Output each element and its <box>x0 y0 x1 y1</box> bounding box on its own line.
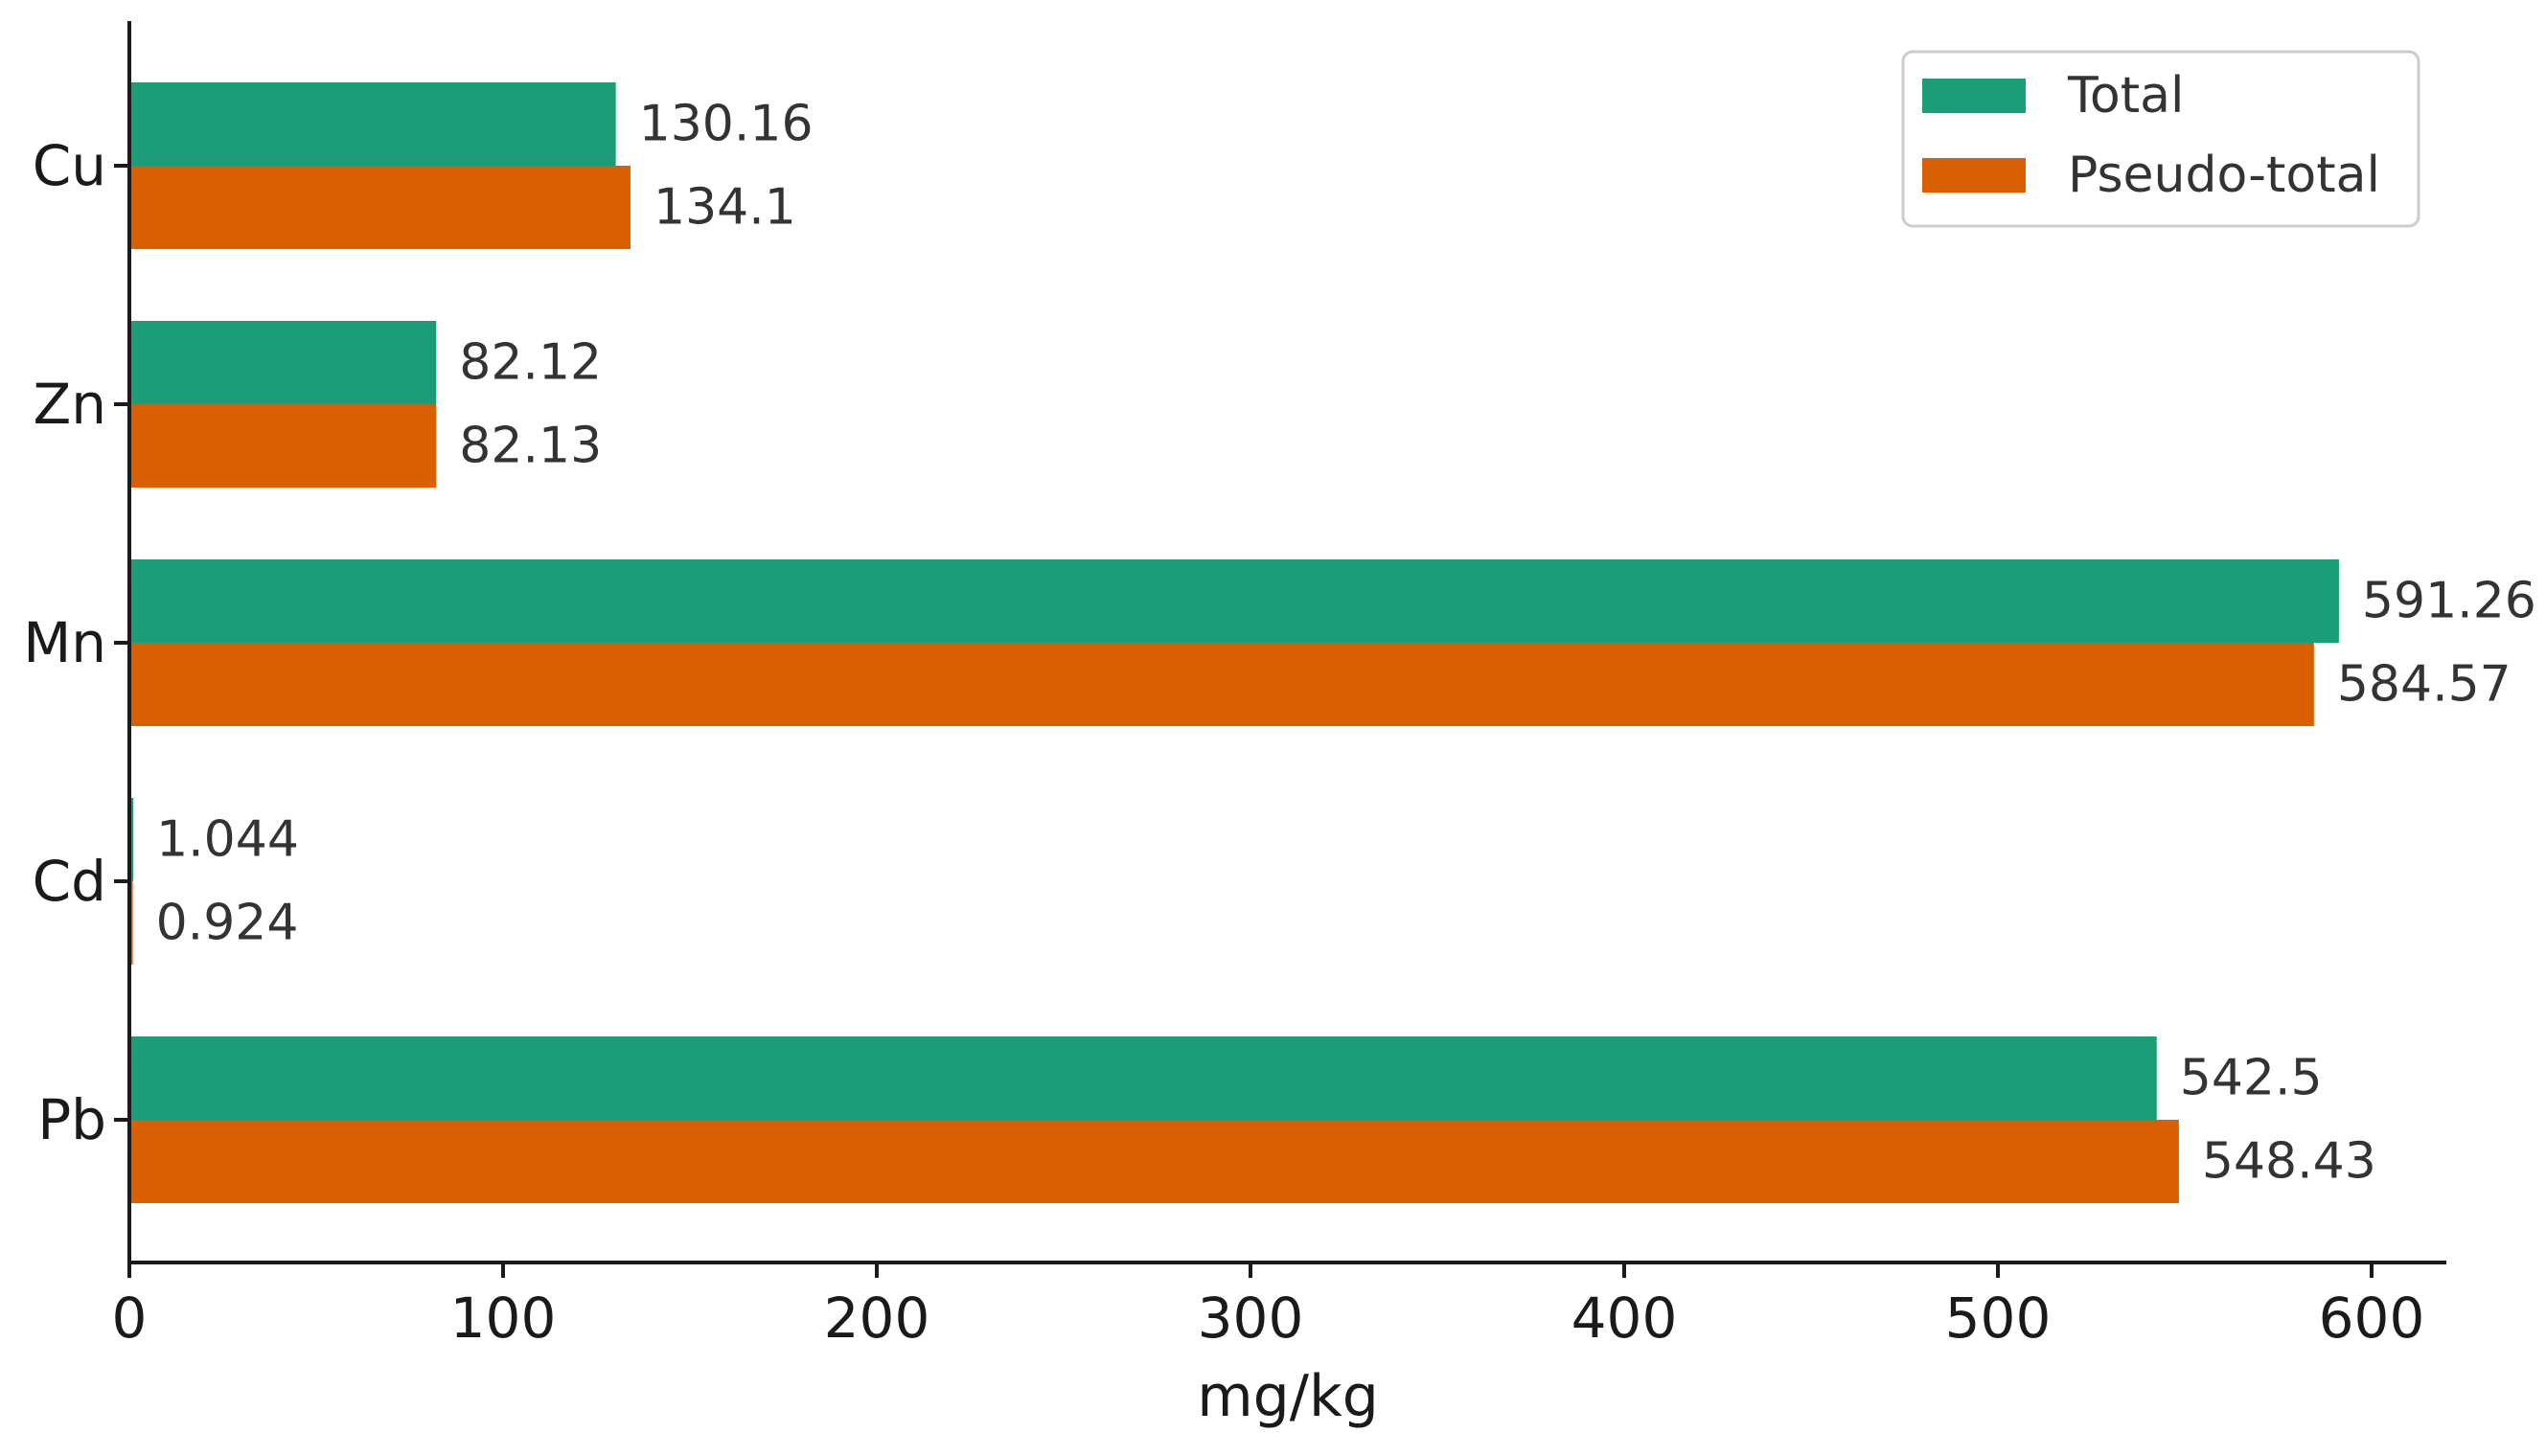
bar-pseudo-total-mn <box>129 643 2314 726</box>
x-axis-title: mg/kg <box>1197 1363 1379 1430</box>
axes-layer: Cu Zn Mn Cd Pb 0 100 200 300 400 500 600 mg/kg <box>23 21 2446 1430</box>
x-tick-label-200: 200 <box>824 1285 930 1351</box>
data-label-pseudo-total-pb: 548.43 <box>2202 1133 2376 1191</box>
data-label-total-pb: 542.5 <box>2180 1050 2323 1107</box>
y-tick-label-mn: Mn <box>23 610 106 675</box>
data-label-total-cd: 1.044 <box>156 811 299 869</box>
x-tick-label-300: 300 <box>1198 1285 1304 1351</box>
data-label-pseudo-total-cd: 0.924 <box>156 895 299 952</box>
legend-swatch-pseudo-total <box>1922 158 2026 193</box>
data-label-total-zn: 82.12 <box>459 334 602 392</box>
y-tick-label-cu: Cu <box>33 133 106 198</box>
x-tick-label-400: 400 <box>1571 1285 1678 1351</box>
x-tick-label-100: 100 <box>450 1285 557 1351</box>
y-tick-label-pb: Pb <box>37 1087 106 1152</box>
legend-swatch-total <box>1922 79 2026 113</box>
data-labels-layer: 130.16 134.1 82.12 82.13 591.26 584.57 1.044 0.… <box>156 96 2536 1191</box>
data-label-pseudo-total-mn: 584.57 <box>2337 656 2512 714</box>
bar-total-zn <box>129 321 437 404</box>
bar-pseudo-total-zn <box>129 404 437 488</box>
bars-layer <box>129 82 2339 1203</box>
bar-total-mn <box>129 559 2339 643</box>
x-tick-label-500: 500 <box>1945 1285 2052 1351</box>
legend-label-pseudo-total: Pseudo-total <box>2068 147 2380 204</box>
x-tick-label-600: 600 <box>2319 1285 2425 1351</box>
bar-total-cd <box>129 798 134 881</box>
data-label-pseudo-total-zn: 82.13 <box>459 418 602 475</box>
data-label-total-mn: 591.26 <box>2362 573 2536 630</box>
legend-box <box>1901 50 2420 228</box>
bar-total-cu <box>129 82 616 166</box>
bar-pseudo-total-pb <box>129 1120 2179 1203</box>
data-label-total-cu: 130.16 <box>639 96 814 153</box>
legend-label-total: Total <box>2067 67 2184 125</box>
y-tick-label-zn: Zn <box>34 372 107 437</box>
legend: Total Pseudo-total <box>1901 50 2420 228</box>
x-tick-label-0: 0 <box>112 1285 148 1351</box>
bar-pseudo-total-cu <box>129 166 631 249</box>
data-label-pseudo-total-cu: 134.1 <box>654 179 796 237</box>
y-tick-label-cd: Cd <box>33 849 106 914</box>
bar-total-pb <box>129 1036 2157 1120</box>
